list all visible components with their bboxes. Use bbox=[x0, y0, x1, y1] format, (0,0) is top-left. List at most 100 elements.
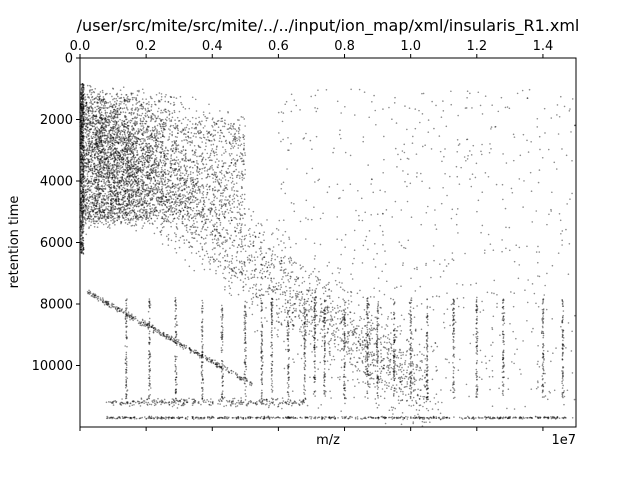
data-point bbox=[92, 114, 95, 116]
data-point bbox=[268, 273, 271, 276]
data-point bbox=[227, 199, 229, 201]
data-point bbox=[116, 99, 118, 102]
data-point bbox=[129, 135, 131, 137]
data-point bbox=[241, 201, 244, 203]
data-point bbox=[113, 108, 115, 111]
data-point bbox=[94, 168, 96, 170]
data-point bbox=[122, 163, 124, 166]
data-point bbox=[137, 132, 140, 135]
data-point bbox=[155, 192, 157, 195]
data-point bbox=[95, 123, 97, 125]
data-point bbox=[148, 149, 151, 152]
data-point bbox=[81, 199, 84, 202]
data-point bbox=[85, 165, 88, 168]
data-point bbox=[154, 166, 156, 169]
data-point bbox=[97, 169, 100, 172]
data-point bbox=[126, 191, 129, 194]
data-point bbox=[423, 401, 426, 404]
data-point bbox=[82, 113, 85, 116]
data-point bbox=[163, 213, 166, 216]
data-point bbox=[84, 165, 87, 167]
data-point bbox=[261, 241, 263, 244]
data-point bbox=[120, 144, 123, 147]
data-point bbox=[104, 118, 106, 120]
data-point bbox=[101, 149, 103, 151]
data-point bbox=[191, 166, 194, 169]
data-point bbox=[235, 194, 238, 196]
data-point bbox=[98, 96, 101, 98]
data-point bbox=[194, 183, 197, 185]
data-point bbox=[190, 141, 192, 144]
data-point bbox=[139, 211, 141, 213]
data-point bbox=[109, 126, 112, 129]
data-point bbox=[162, 123, 164, 126]
data-point bbox=[98, 162, 101, 165]
data-point bbox=[153, 186, 155, 189]
data-point bbox=[129, 185, 132, 188]
data-point bbox=[98, 188, 100, 191]
data-point bbox=[265, 290, 267, 293]
data-point bbox=[349, 349, 351, 352]
data-point bbox=[196, 162, 198, 164]
data-point bbox=[211, 167, 213, 169]
data-point bbox=[93, 129, 96, 131]
data-point bbox=[89, 196, 91, 198]
data-point bbox=[142, 138, 145, 140]
data-point bbox=[154, 157, 156, 160]
data-point bbox=[80, 100, 83, 103]
data-point bbox=[129, 189, 132, 191]
data-point bbox=[111, 132, 114, 134]
data-point bbox=[397, 357, 400, 359]
data-point bbox=[148, 164, 150, 166]
data-point bbox=[254, 235, 257, 238]
data-point bbox=[542, 367, 544, 370]
data-point bbox=[114, 113, 117, 116]
data-point bbox=[147, 217, 149, 220]
data-point bbox=[311, 351, 313, 353]
data-point bbox=[94, 168, 97, 171]
data-point bbox=[197, 131, 199, 133]
data-point bbox=[157, 100, 160, 103]
data-point bbox=[217, 180, 219, 183]
data-point bbox=[135, 175, 138, 178]
data-point bbox=[148, 177, 150, 179]
data-point bbox=[275, 320, 278, 322]
data-point bbox=[215, 148, 218, 151]
data-point bbox=[109, 121, 112, 123]
data-point bbox=[146, 193, 149, 195]
data-point bbox=[81, 125, 84, 128]
data-point bbox=[135, 130, 138, 133]
data-point bbox=[207, 173, 210, 176]
data-point bbox=[86, 154, 88, 156]
data-point bbox=[129, 130, 131, 133]
data-point bbox=[89, 211, 92, 213]
data-point bbox=[84, 213, 87, 215]
data-point bbox=[226, 184, 228, 186]
data-point bbox=[97, 105, 99, 107]
data-point bbox=[201, 120, 203, 123]
data-point bbox=[158, 182, 161, 185]
data-point bbox=[190, 179, 192, 181]
data-point bbox=[400, 423, 403, 426]
data-point bbox=[125, 214, 128, 216]
data-point bbox=[132, 161, 135, 163]
data-point bbox=[337, 296, 340, 299]
data-point bbox=[81, 144, 84, 147]
data-point bbox=[176, 197, 179, 200]
data-point bbox=[103, 127, 106, 130]
data-point bbox=[235, 182, 238, 184]
data-point bbox=[80, 206, 83, 208]
data-point bbox=[154, 220, 156, 222]
data-point bbox=[105, 102, 107, 104]
data-point bbox=[196, 182, 198, 185]
data-point bbox=[227, 167, 229, 170]
data-point bbox=[112, 181, 115, 183]
data-point bbox=[238, 138, 240, 140]
data-point bbox=[114, 193, 117, 195]
data-point bbox=[141, 98, 144, 100]
data-point bbox=[178, 204, 180, 207]
data-point bbox=[119, 155, 121, 158]
data-point bbox=[105, 158, 107, 160]
data-point bbox=[96, 200, 99, 203]
data-point bbox=[140, 129, 143, 132]
